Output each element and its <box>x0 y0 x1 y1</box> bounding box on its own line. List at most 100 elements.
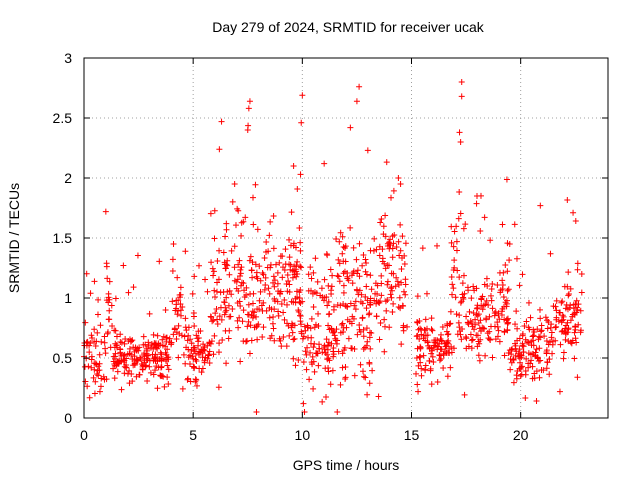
data-point <box>488 285 495 292</box>
data-point <box>340 244 347 251</box>
data-point <box>253 313 260 320</box>
data-point <box>430 344 437 351</box>
data-point <box>257 277 264 284</box>
data-point <box>295 308 302 315</box>
data-point <box>367 345 374 352</box>
data-point <box>445 331 452 338</box>
data-point <box>448 349 455 356</box>
data-point <box>529 333 536 340</box>
data-point <box>325 298 332 305</box>
data-point <box>388 294 395 301</box>
data-point <box>320 297 327 304</box>
data-point <box>308 275 315 282</box>
data-point <box>180 351 187 358</box>
data-point <box>501 316 508 323</box>
data-point <box>366 310 373 317</box>
data-point <box>485 302 492 309</box>
data-point <box>306 376 313 383</box>
data-point <box>88 364 95 371</box>
data-point <box>175 354 182 361</box>
data-point <box>120 356 127 363</box>
data-point <box>541 333 548 340</box>
data-point <box>537 334 544 341</box>
data-point <box>219 337 226 344</box>
data-point <box>311 340 318 347</box>
data-point <box>309 290 316 297</box>
data-point <box>373 313 380 320</box>
data-point <box>536 306 543 313</box>
data-point <box>274 269 281 276</box>
data-point <box>325 322 332 329</box>
data-point <box>216 340 223 347</box>
data-point <box>192 356 199 363</box>
data-point <box>178 332 185 339</box>
data-point <box>339 364 346 371</box>
data-point <box>344 316 351 323</box>
data-point <box>185 332 192 339</box>
data-point <box>277 253 284 260</box>
data-point <box>244 323 251 330</box>
data-point <box>362 374 369 381</box>
data-point <box>311 368 318 375</box>
data-point <box>477 227 484 234</box>
data-point <box>364 297 371 304</box>
data-point <box>395 175 402 181</box>
data-point <box>398 266 405 273</box>
data-point <box>536 374 543 381</box>
data-point <box>560 355 567 362</box>
data-point <box>517 359 524 366</box>
data-point <box>375 393 382 400</box>
data-point <box>486 313 493 320</box>
data-point <box>91 278 98 285</box>
x-axis-label: GPS time / hours <box>293 457 400 473</box>
data-point <box>397 181 404 187</box>
data-point <box>460 295 467 302</box>
data-point <box>543 365 550 372</box>
data-point <box>195 334 202 341</box>
data-point <box>274 280 281 287</box>
data-point <box>319 398 326 405</box>
data-point <box>386 239 393 246</box>
data-point <box>286 261 293 268</box>
data-point <box>104 275 111 282</box>
data-point <box>278 343 285 350</box>
data-point <box>165 381 172 388</box>
data-point <box>84 338 91 345</box>
data-point <box>158 357 165 364</box>
data-point <box>81 342 88 349</box>
data-point <box>469 323 476 330</box>
data-point <box>378 215 385 222</box>
data-point <box>121 363 128 370</box>
data-point <box>314 350 321 357</box>
data-point <box>164 362 171 369</box>
data-point <box>86 349 93 356</box>
data-point <box>166 335 173 342</box>
data-point <box>573 297 580 304</box>
data-point <box>223 294 230 301</box>
data-point <box>453 247 460 254</box>
data-point <box>215 349 222 356</box>
data-point <box>443 340 450 347</box>
data-point <box>404 323 411 330</box>
data-point <box>448 343 455 350</box>
data-point <box>565 292 572 299</box>
data-point <box>244 337 251 344</box>
data-point <box>249 259 256 266</box>
data-point <box>474 302 481 309</box>
data-point <box>564 196 571 203</box>
data-point <box>158 363 165 370</box>
data-point <box>402 281 409 288</box>
data-point <box>544 317 551 324</box>
data-point <box>95 296 102 303</box>
data-point <box>241 294 248 301</box>
data-point <box>529 375 536 382</box>
data-point <box>175 307 182 314</box>
data-point <box>418 372 425 379</box>
data-point <box>336 238 343 245</box>
data-point <box>420 352 427 359</box>
data-point <box>87 290 94 297</box>
data-point <box>388 194 395 201</box>
data-point <box>428 381 435 388</box>
data-point <box>503 176 510 183</box>
data-point <box>212 310 219 317</box>
